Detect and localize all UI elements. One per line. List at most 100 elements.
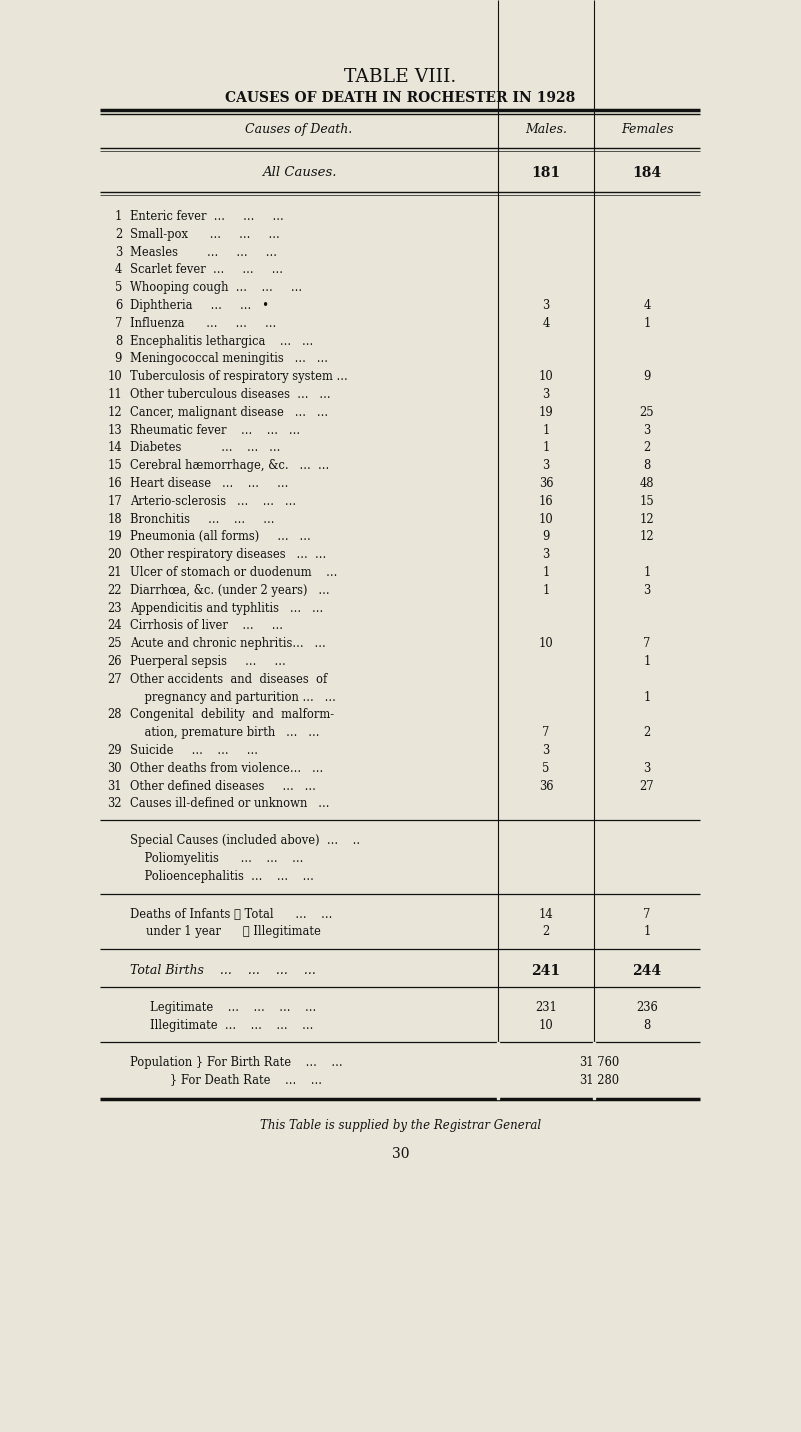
- Text: Cirrhosis of liver    ...     ...: Cirrhosis of liver ... ...: [130, 620, 283, 633]
- Text: 4: 4: [643, 299, 650, 312]
- Text: 1: 1: [542, 566, 549, 579]
- Text: Heart disease   ...    ...     ...: Heart disease ... ... ...: [130, 477, 288, 490]
- Text: 30: 30: [107, 762, 122, 775]
- Text: Other deaths from violence...   ...: Other deaths from violence... ...: [130, 762, 324, 775]
- Text: 36: 36: [539, 779, 553, 792]
- Text: Other defined diseases     ...   ...: Other defined diseases ... ...: [130, 779, 316, 792]
- Text: 12: 12: [107, 405, 122, 418]
- Text: Whooping cough  ...    ...     ...: Whooping cough ... ... ...: [130, 281, 302, 294]
- Text: 9: 9: [115, 352, 122, 365]
- Text: Cerebral hæmorrhage, &c.   ...  ...: Cerebral hæmorrhage, &c. ... ...: [130, 460, 329, 473]
- Text: 5: 5: [542, 762, 549, 775]
- Text: 31,280: 31,280: [579, 1074, 619, 1087]
- Text: Total Births    ...    ...    ...    ...: Total Births ... ... ... ...: [130, 964, 316, 977]
- Text: Enteric fever  ...     ...     ...: Enteric fever ... ... ...: [130, 211, 284, 223]
- Text: Diarrhœa, &c. (under 2 years)   ...: Diarrhœa, &c. (under 2 years) ...: [130, 584, 330, 597]
- Text: 1: 1: [542, 441, 549, 454]
- Text: 28: 28: [107, 709, 122, 722]
- Text: Diphtheria     ...     ...   •: Diphtheria ... ... •: [130, 299, 269, 312]
- Text: Tuberculosis of respiratory system ...: Tuberculosis of respiratory system ...: [130, 371, 348, 384]
- Text: 1: 1: [643, 654, 650, 667]
- Text: 29: 29: [107, 745, 122, 758]
- Text: 3: 3: [115, 246, 122, 259]
- Text: 1: 1: [643, 925, 650, 938]
- Text: 1: 1: [643, 690, 650, 703]
- Text: 25: 25: [640, 405, 654, 418]
- Text: This Table is supplied by the Registrar General: This Table is supplied by the Registrar …: [260, 1120, 541, 1133]
- Text: Causes ill-defined or unknown   ...: Causes ill-defined or unknown ...: [130, 798, 329, 811]
- Text: 12: 12: [640, 530, 654, 543]
- Text: Polioencephalitis  ...    ...    ...: Polioencephalitis ... ... ...: [130, 869, 314, 882]
- Text: 181: 181: [531, 166, 561, 180]
- Text: 6: 6: [115, 299, 122, 312]
- Text: 1: 1: [643, 316, 650, 329]
- Text: 7: 7: [643, 637, 650, 650]
- Text: 1: 1: [643, 566, 650, 579]
- Text: 27: 27: [640, 779, 654, 792]
- Text: 2: 2: [643, 441, 650, 454]
- Text: TABLE VIII.: TABLE VIII.: [344, 67, 457, 86]
- Text: 15: 15: [107, 460, 122, 473]
- Text: Measles        ...     ...     ...: Measles ... ... ...: [130, 246, 277, 259]
- Text: 2: 2: [542, 925, 549, 938]
- Text: 3: 3: [542, 388, 549, 401]
- Text: 13: 13: [107, 424, 122, 437]
- Text: 1: 1: [542, 424, 549, 437]
- Text: 10: 10: [107, 371, 122, 384]
- Text: 31: 31: [107, 779, 122, 792]
- Text: Causes of Death.: Causes of Death.: [245, 123, 352, 136]
- Text: 7: 7: [643, 908, 650, 921]
- Text: 231: 231: [535, 1001, 557, 1014]
- Text: 32: 32: [107, 798, 122, 811]
- Text: 3: 3: [542, 299, 549, 312]
- Text: 4: 4: [542, 316, 549, 329]
- Text: All Causes.: All Causes.: [262, 166, 336, 179]
- Text: 3: 3: [643, 584, 650, 597]
- Text: 236: 236: [636, 1001, 658, 1014]
- Text: Puerperal sepsis     ...     ...: Puerperal sepsis ... ...: [130, 654, 286, 667]
- Text: 3: 3: [643, 424, 650, 437]
- Text: Special Causes (included above)  ...    ..: Special Causes (included above) ... ..: [130, 835, 360, 848]
- Text: 3: 3: [542, 745, 549, 758]
- Text: Illegitimate  ...    ...    ...    ...: Illegitimate ... ... ... ...: [150, 1018, 313, 1032]
- Text: Other tuberculous diseases  ...   ...: Other tuberculous diseases ... ...: [130, 388, 331, 401]
- Text: 241: 241: [531, 964, 561, 978]
- Text: 17: 17: [107, 495, 122, 508]
- Text: Scarlet fever  ...     ...     ...: Scarlet fever ... ... ...: [130, 263, 283, 276]
- Text: Legitimate    ...    ...    ...    ...: Legitimate ... ... ... ...: [150, 1001, 316, 1014]
- Text: 8: 8: [115, 335, 122, 348]
- Text: Encephalitis lethargica    ...   ...: Encephalitis lethargica ... ...: [130, 335, 313, 348]
- Text: pregnancy and parturition ...   ...: pregnancy and parturition ... ...: [130, 690, 336, 703]
- Text: 19: 19: [538, 405, 553, 418]
- Text: 22: 22: [107, 584, 122, 597]
- Text: 2: 2: [643, 726, 650, 739]
- Text: Suicide     ...    ...     ...: Suicide ... ... ...: [130, 745, 258, 758]
- Text: } For Death Rate    ...    ...: } For Death Rate ... ...: [130, 1074, 322, 1087]
- Text: Acute and chronic nephritis...   ...: Acute and chronic nephritis... ...: [130, 637, 326, 650]
- Text: 3: 3: [542, 460, 549, 473]
- Text: 11: 11: [107, 388, 122, 401]
- Text: 9: 9: [542, 530, 549, 543]
- Text: 184: 184: [633, 166, 662, 180]
- Text: 18: 18: [107, 513, 122, 526]
- Text: 2: 2: [115, 228, 122, 241]
- Text: 3: 3: [643, 762, 650, 775]
- Text: 10: 10: [538, 513, 553, 526]
- Text: Ulcer of stomach or duodenum    ...: Ulcer of stomach or duodenum ...: [130, 566, 337, 579]
- Text: 16: 16: [539, 495, 553, 508]
- Text: 7: 7: [115, 316, 122, 329]
- Text: 30: 30: [392, 1147, 409, 1161]
- Text: CAUSES OF DEATH IN ROCHESTER IN 1928: CAUSES OF DEATH IN ROCHESTER IN 1928: [225, 92, 576, 105]
- Text: Deaths of Infants ❴ Total      ...    ...: Deaths of Infants ❴ Total ... ...: [130, 908, 332, 921]
- Text: 8: 8: [643, 460, 650, 473]
- Text: Diabetes           ...    ...   ...: Diabetes ... ... ...: [130, 441, 280, 454]
- Bar: [593, 1041, 595, 1100]
- Text: Pneumonia (all forms)     ...   ...: Pneumonia (all forms) ... ...: [130, 530, 311, 543]
- Text: Congenital  debility  and  malform-: Congenital debility and malform-: [130, 709, 334, 722]
- Text: 14: 14: [539, 908, 553, 921]
- Text: Population } For Birth Rate    ...    ...: Population } For Birth Rate ... ...: [130, 1055, 343, 1068]
- Text: Appendicitis and typhlitis   ...   ...: Appendicitis and typhlitis ... ...: [130, 601, 324, 614]
- Bar: [497, 1041, 499, 1100]
- Text: 48: 48: [640, 477, 654, 490]
- Text: 24: 24: [107, 620, 122, 633]
